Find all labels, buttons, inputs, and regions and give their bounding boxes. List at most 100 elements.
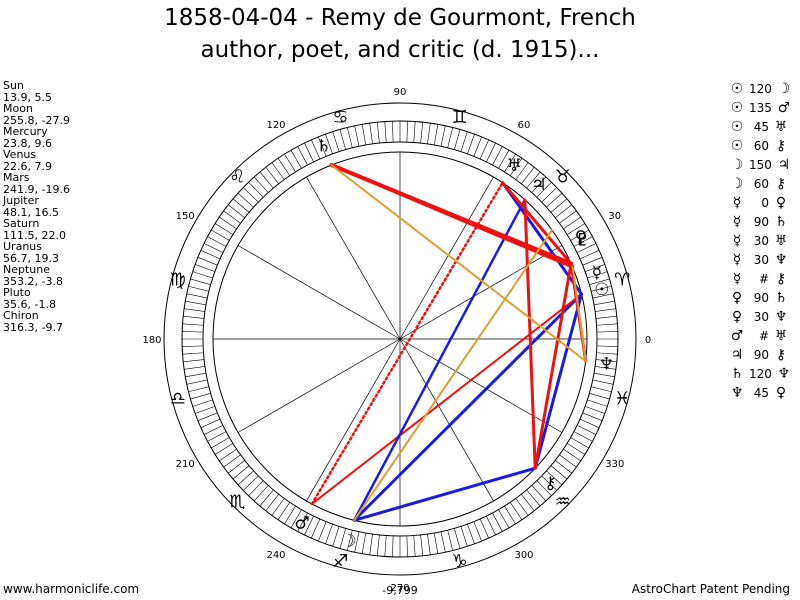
planet-value: 241.9, -19.6: [3, 182, 70, 196]
degree-tick: [585, 264, 605, 272]
planet-value: 56.7, 19.3: [3, 251, 59, 265]
aspect-angle: 60: [753, 177, 769, 191]
degree-tick: [413, 121, 416, 143]
aspect-line: [352, 292, 584, 522]
zodiac-sign-glyph: ♋: [332, 107, 348, 128]
radial-spoke: [399, 245, 563, 340]
planet-value: 255.8, -27.9: [3, 113, 70, 127]
degree-tick: [509, 158, 523, 176]
degree-tick: [188, 285, 209, 292]
degree-tick: [546, 470, 563, 486]
radial-spoke: [237, 338, 401, 433]
degree-tick: [498, 150, 510, 169]
zodiac-sign-glyph: ♉: [555, 166, 571, 187]
degree-tick: [219, 448, 237, 462]
degree-tick: [531, 176, 547, 193]
degree-tick: [223, 210, 241, 224]
degree-tick: [492, 512, 503, 532]
degree-tick: [460, 131, 468, 152]
degree-label: 0: [645, 335, 651, 346]
planet-name: Mercury: [3, 125, 48, 138]
degree-tick: [473, 521, 482, 542]
aspect-line: [501, 181, 573, 266]
radial-spoke: [399, 176, 494, 340]
degree-tick: [413, 535, 416, 557]
degree-tick: [592, 379, 614, 385]
degree-tick: [595, 315, 617, 319]
planet-name: Saturn: [3, 217, 40, 230]
zodiac-sign-glyph: ♈: [614, 269, 630, 290]
degree-tick: [284, 153, 296, 173]
aspect-planet-b-glyph: ♀: [775, 385, 787, 401]
aspect-angle: 90: [753, 215, 769, 229]
degree-tick: [570, 229, 589, 241]
aspect-line: [329, 163, 575, 269]
degree-tick: [318, 136, 327, 157]
degree-tick: [195, 406, 215, 414]
degree-tick: [197, 257, 218, 266]
degree-tick: [237, 470, 254, 486]
degree-tick: [460, 526, 468, 547]
planet-glyph-sun: ☉: [594, 280, 609, 300]
aspect-planet-b-glyph: ♆: [777, 366, 791, 382]
zodiac-sign-glyph: ♒: [555, 492, 571, 513]
degree-tick: [509, 502, 523, 520]
degree-tick: [259, 171, 274, 189]
degree-tick: [192, 271, 213, 279]
aspect-row: ☿ 90 ♄: [728, 213, 793, 232]
aspect-line: [330, 164, 587, 363]
zodiac-sign-glyph: ♎: [170, 389, 186, 410]
degree-tick: [369, 123, 373, 144]
aspect-line: [352, 198, 527, 522]
degree-tick: [573, 236, 593, 247]
aspect-row: ♂ # ♅: [728, 327, 793, 346]
degree-tick: [420, 534, 424, 556]
degree-label: 150: [176, 211, 195, 222]
planet-name: Sun: [3, 79, 24, 92]
degree-tick: [454, 528, 461, 549]
degree-tick: [304, 142, 314, 163]
aspect-row: ☿ 30 ♆: [728, 251, 793, 270]
degree-tick: [454, 129, 461, 150]
aspect-planet-a-glyph: ♂: [730, 328, 744, 344]
degree-tick: [203, 425, 224, 435]
aspect-planet-b-glyph: ⚷: [775, 347, 787, 363]
aspect-planet-a-glyph: ♆: [730, 385, 744, 401]
aspect-planet-a-glyph: ♀: [731, 309, 743, 325]
planet-glyph-mars: ♂: [294, 513, 309, 533]
planet-value: 111.5, 22.0: [3, 228, 66, 242]
degree-tick: [184, 308, 205, 312]
aspect-angle: 30: [753, 253, 769, 267]
degree-tick: [467, 134, 475, 154]
degree-tick: [214, 223, 234, 235]
degree-tick: [521, 167, 535, 184]
degree-tick: [228, 460, 245, 474]
degree-tick: [277, 158, 291, 176]
degree-tick: [253, 176, 269, 193]
planet-value: 316.3, -9.7: [3, 320, 63, 334]
aspect-line: [533, 262, 573, 470]
degree-tick: [447, 127, 454, 148]
degree-tick: [190, 278, 211, 285]
degree-tick: [593, 300, 615, 306]
degree-tick: [582, 257, 603, 266]
aspect-angle: 90: [753, 291, 769, 305]
degree-tick: [182, 345, 204, 347]
degree-label: 240: [266, 550, 285, 561]
aspect-planet-b-glyph: ♃: [777, 157, 791, 173]
degree-tick: [531, 485, 547, 502]
degree-tick: [290, 509, 302, 528]
aspect-planet-b-glyph: ☽: [777, 81, 791, 97]
degree-tick: [570, 437, 589, 449]
aspect-planet-a-glyph: ♃: [730, 347, 744, 363]
degree-tick: [440, 531, 446, 553]
degree-tick: [576, 243, 597, 253]
aspect-planet-a-glyph: ☽: [730, 176, 744, 192]
degree-tick: [526, 171, 541, 189]
degree-tick: [384, 535, 387, 557]
degree-tick: [190, 393, 211, 400]
degree-tick: [248, 480, 264, 497]
degree-tick: [587, 271, 608, 279]
degree-tick: [515, 162, 529, 180]
degree-tick: [182, 331, 204, 333]
